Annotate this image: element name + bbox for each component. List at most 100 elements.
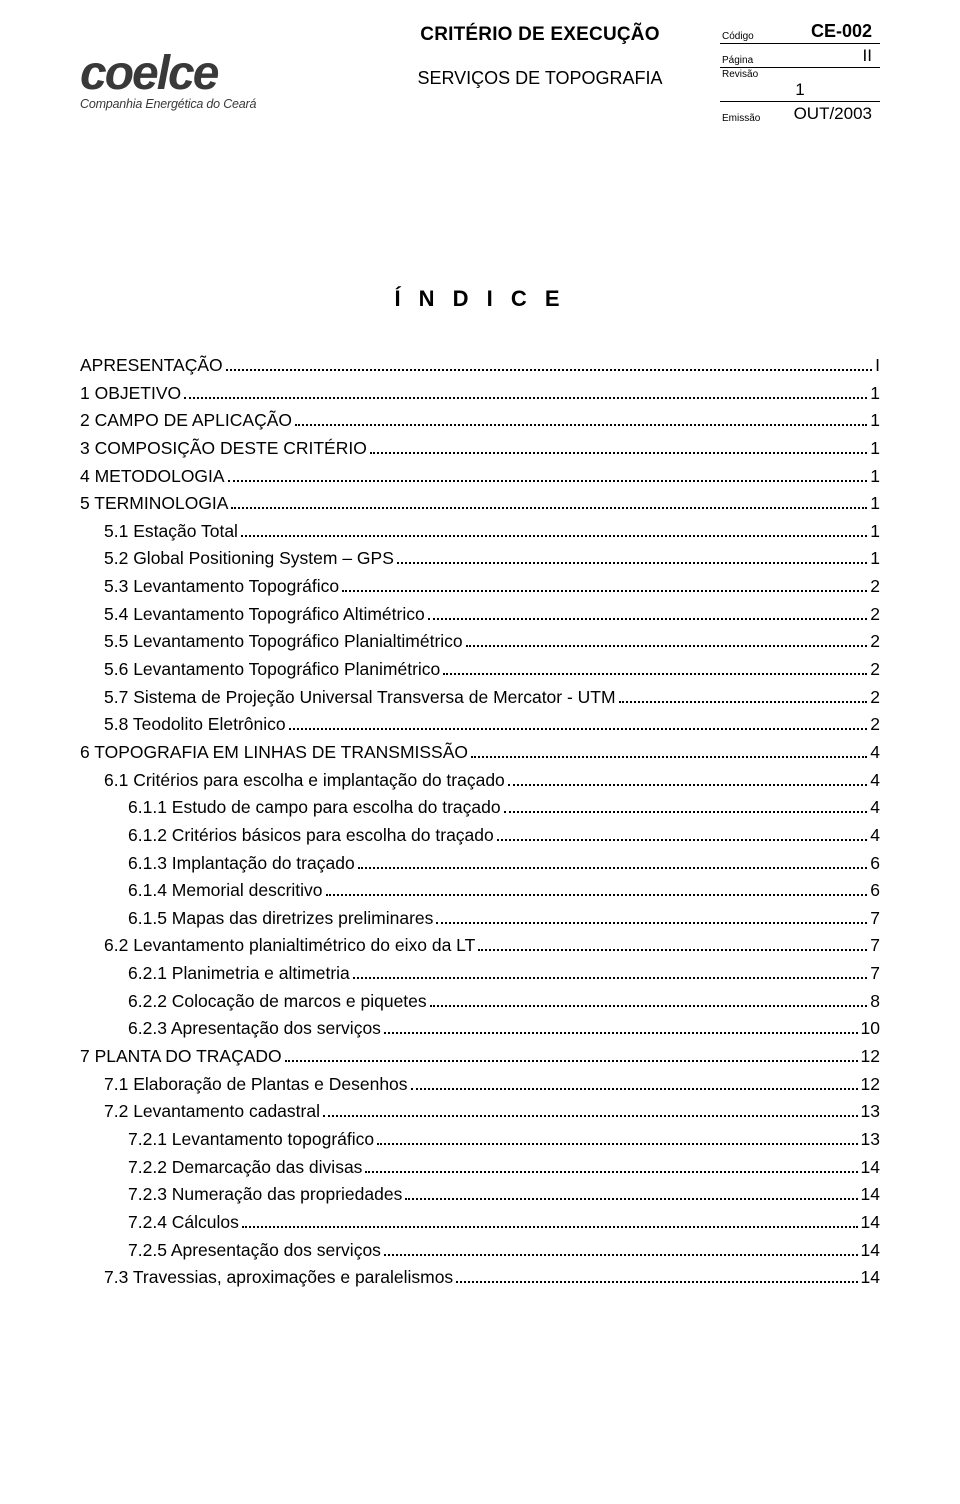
toc-leader-dots: [411, 1088, 858, 1090]
toc-line: APRESENTAÇÃO I: [80, 352, 880, 380]
title-block: CRITÉRIO DE EXECUÇÃO SERVIÇOS DE TOPOGRA…: [360, 20, 720, 89]
toc-leader-dots: [342, 590, 867, 592]
toc-line: 4 METODOLOGIA1: [80, 463, 880, 491]
toc-line: 7.3 Travessias, aproximações e paralelis…: [80, 1264, 880, 1292]
toc-page: 1: [870, 380, 880, 408]
toc-line: 7.2.3 Numeração das propriedades14: [80, 1181, 880, 1209]
toc-label: 6.1 Critérios para escolha e implantação…: [104, 767, 505, 795]
toc-line: 7.2.1 Levantamento topográfico13: [80, 1126, 880, 1154]
toc-line: 5.1 Estação Total 1: [80, 518, 880, 546]
meta-label-emissao: Emissão: [722, 113, 760, 124]
table-of-contents: APRESENTAÇÃOI1 OBJETIVO12 CAMPO DE APLIC…: [80, 352, 880, 1292]
toc-leader-dots: [397, 562, 867, 564]
toc-leader-dots: [456, 1281, 857, 1283]
logo-block: coelce Companhia Energética do Ceará: [80, 20, 360, 111]
header: coelce Companhia Energética do Ceará CRI…: [80, 20, 880, 126]
toc-label: 7.2.4 Cálculos: [128, 1209, 239, 1237]
meta-value-codigo: CE-002: [811, 21, 878, 42]
toc-leader-dots: [428, 618, 868, 620]
doc-type: CRITÉRIO DE EXECUÇÃO: [360, 24, 720, 46]
toc-line: 5.7 Sistema de Projeção Universal Transv…: [80, 684, 880, 712]
toc-label: 6 TOPOGRAFIA EM LINHAS DE TRANSMISSÃO: [80, 739, 468, 767]
toc-page: 4: [870, 794, 880, 822]
toc-page: 1: [870, 518, 880, 546]
toc-leader-dots: [478, 949, 867, 951]
doc-subtitle: SERVIÇOS DE TOPOGRAFIA: [360, 68, 720, 89]
toc-line: 5.8 Teodolito Eletrônico2: [80, 711, 880, 739]
toc-leader-dots: [384, 1032, 858, 1034]
toc-leader-dots: [228, 480, 868, 482]
toc-line: 5.3 Levantamento Topográfico2: [80, 573, 880, 601]
toc-label: 5.1 Estação Total: [104, 518, 238, 546]
toc-line: 6.1.4 Memorial descritivo6: [80, 877, 880, 905]
toc-line: 7 PLANTA DO TRAÇADO12: [80, 1043, 880, 1071]
toc-line: 6.2.2 Colocação de marcos e piquetes8: [80, 988, 880, 1016]
toc-line: 5 TERMINOLOGIA1: [80, 490, 880, 518]
toc-page: 2: [870, 684, 880, 712]
toc-label: 1 OBJETIVO: [80, 380, 181, 408]
toc-leader-dots: [242, 1226, 858, 1228]
toc-leader-dots: [370, 452, 867, 454]
toc-page: 6: [870, 850, 880, 878]
toc-leader-dots: [508, 784, 867, 786]
toc-leader-dots: [405, 1198, 857, 1200]
toc-leader-dots: [358, 867, 868, 869]
toc-line: 3 COMPOSIÇÃO DESTE CRITÉRIO1: [80, 435, 880, 463]
toc-line: 2 CAMPO DE APLICAÇÃO1: [80, 407, 880, 435]
toc-line: 7.2.5 Apresentação dos serviços14: [80, 1237, 880, 1265]
toc-label: 3 COMPOSIÇÃO DESTE CRITÉRIO: [80, 435, 367, 463]
toc-leader-dots: [619, 701, 868, 703]
toc-leader-dots: [323, 1115, 858, 1117]
toc-label: 6.1.1 Estudo de campo para escolha do tr…: [128, 794, 501, 822]
toc-page: 8: [870, 988, 880, 1016]
toc-page: 13: [861, 1126, 880, 1154]
toc-line: 7.2 Levantamento cadastral13: [80, 1098, 880, 1126]
toc-label: 7.2 Levantamento cadastral: [104, 1098, 320, 1126]
meta-row-pagina: Página II: [720, 45, 880, 68]
toc-leader-dots: [384, 1254, 858, 1256]
meta-label-codigo: Código: [722, 31, 754, 42]
toc-label: 6.2.3 Apresentação dos serviços: [128, 1015, 381, 1043]
toc-leader-dots: [184, 397, 867, 399]
toc-leader-dots: [471, 756, 867, 758]
toc-label: 5.3 Levantamento Topográfico: [104, 573, 339, 601]
toc-leader-dots: [504, 811, 868, 813]
toc-page: 4: [870, 739, 880, 767]
toc-page: 12: [861, 1071, 880, 1099]
toc-leader-dots: [289, 728, 868, 730]
meta-row-emissao: Emissão OUT/2003: [720, 103, 880, 125]
toc-leader-dots: [231, 507, 867, 509]
toc-line: 6.1.1 Estudo de campo para escolha do tr…: [80, 794, 880, 822]
meta-value-emissao: OUT/2003: [794, 104, 878, 124]
toc-leader-dots: [241, 535, 867, 537]
toc-leader-dots: [353, 977, 867, 979]
toc-page: 7: [870, 932, 880, 960]
index-title: Í N D I C E: [80, 286, 880, 312]
toc-line: 6.1 Critérios para escolha e implantação…: [80, 767, 880, 795]
toc-line: 5.4 Levantamento Topográfico Altimétrico…: [80, 601, 880, 629]
toc-label: 7.1 Elaboração de Plantas e Desenhos: [104, 1071, 408, 1099]
toc-line: 5.6 Levantamento Topográfico Planimétric…: [80, 656, 880, 684]
toc-leader-dots: [436, 922, 867, 924]
toc-leader-dots: [295, 424, 867, 426]
logo-subtitle: Companhia Energética do Ceará: [80, 97, 360, 111]
meta-value-pagina: II: [863, 46, 878, 66]
toc-page: 2: [870, 601, 880, 629]
toc-label: 7.2.3 Numeração das propriedades: [128, 1181, 402, 1209]
toc-label: 6.1.4 Memorial descritivo: [128, 877, 323, 905]
toc-label: 6.1.2 Critérios básicos para escolha do …: [128, 822, 494, 850]
toc-line: 6.1.3 Implantação do traçado6: [80, 850, 880, 878]
meta-label-revisao: Revisão: [722, 69, 878, 80]
toc-line: 1 OBJETIVO 1: [80, 380, 880, 408]
toc-label: APRESENTAÇÃO: [80, 352, 223, 380]
toc-page: 14: [861, 1237, 880, 1265]
toc-label: 6.1.5 Mapas das diretrizes preliminares: [128, 905, 433, 933]
toc-page: 7: [870, 960, 880, 988]
toc-label: 7.2.2 Demarcação das divisas: [128, 1154, 362, 1182]
toc-line: 7.2.4 Cálculos14: [80, 1209, 880, 1237]
toc-page: 14: [861, 1154, 880, 1182]
toc-page: 4: [870, 822, 880, 850]
toc-leader-dots: [443, 673, 867, 675]
toc-page: I: [875, 352, 880, 380]
toc-line: 5.2 Global Positioning System – GPS1: [80, 545, 880, 573]
